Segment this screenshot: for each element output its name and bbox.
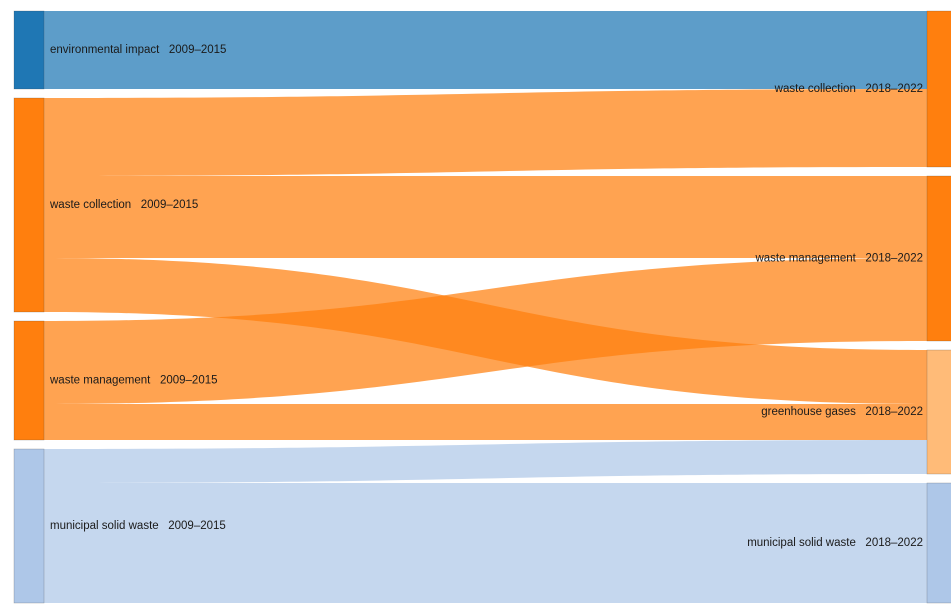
flow-link-msw_2009-to-msw_2018 — [44, 483, 927, 603]
node-bar-waste_management_2009 — [13, 320, 45, 441]
node-label-msw_2018: municipal solid waste 2018–2022 — [747, 537, 923, 549]
node-label-waste_collection_2009: waste collection 2009–2015 — [49, 199, 198, 211]
node-bar-waste_collection_2018 — [926, 10, 951, 168]
flow-links — [44, 11, 927, 603]
node-bar-msw_2018 — [926, 482, 951, 604]
node-label-msw_2009: municipal solid waste 2009–2015 — [50, 520, 226, 532]
node-label-env_impact_2009: environmental impact 2009–2015 — [50, 44, 226, 56]
node-bar-env_impact_2009 — [13, 10, 45, 90]
node-label-waste_collection_2018: waste collection 2018–2022 — [774, 83, 923, 95]
flow-link-waste_collection_2009-to-waste_collection_2018 — [44, 89, 927, 176]
node-label-waste_management_2009: waste management 2009–2015 — [49, 375, 218, 387]
flow-link-env_impact_2009-to-waste_collection_2018 — [44, 11, 927, 89]
node-bar-waste_collection_2009 — [13, 97, 45, 313]
flow-link-waste_collection_2009-to-waste_management_2018 — [44, 176, 927, 258]
flow-link-waste_management_2009-to-ghg_2018 — [44, 404, 927, 440]
node-bar-msw_2009 — [13, 448, 45, 604]
node-labels: environmental impact 2009–2015 waste coll… — [49, 44, 923, 549]
flow-link-msw_2009-to-ghg_2018 — [44, 440, 927, 483]
node-bars — [13, 10, 951, 604]
flow-link-waste_management_2009-to-waste_management_2018 — [44, 258, 927, 404]
node-bar-waste_management_2018 — [926, 175, 951, 342]
node-label-waste_management_2018: waste management 2018–2022 — [754, 253, 923, 265]
node-bar-ghg_2018 — [926, 349, 951, 475]
node-label-ghg_2018: greenhouse gases 2018–2022 — [761, 406, 923, 418]
